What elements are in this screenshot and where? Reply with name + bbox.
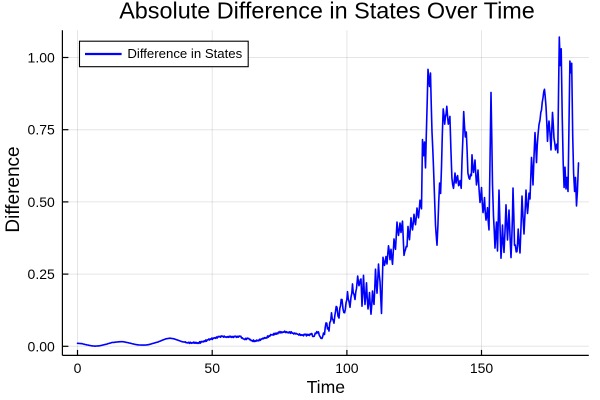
svg-text:0: 0	[74, 360, 82, 376]
svg-text:0.50: 0.50	[28, 194, 55, 210]
svg-text:0.75: 0.75	[28, 122, 55, 138]
svg-text:50: 50	[204, 360, 220, 376]
svg-text:Absolute Difference in States: Absolute Difference in States Over Time	[119, 0, 535, 24]
svg-text:Difference in States: Difference in States	[127, 46, 242, 61]
svg-text:Time: Time	[307, 377, 345, 397]
svg-text:0.00: 0.00	[28, 338, 55, 354]
svg-text:0.25: 0.25	[28, 266, 55, 282]
svg-text:Difference: Difference	[3, 146, 24, 232]
svg-text:150: 150	[470, 360, 494, 376]
svg-text:100: 100	[335, 360, 359, 376]
svg-text:1.00: 1.00	[28, 50, 55, 66]
